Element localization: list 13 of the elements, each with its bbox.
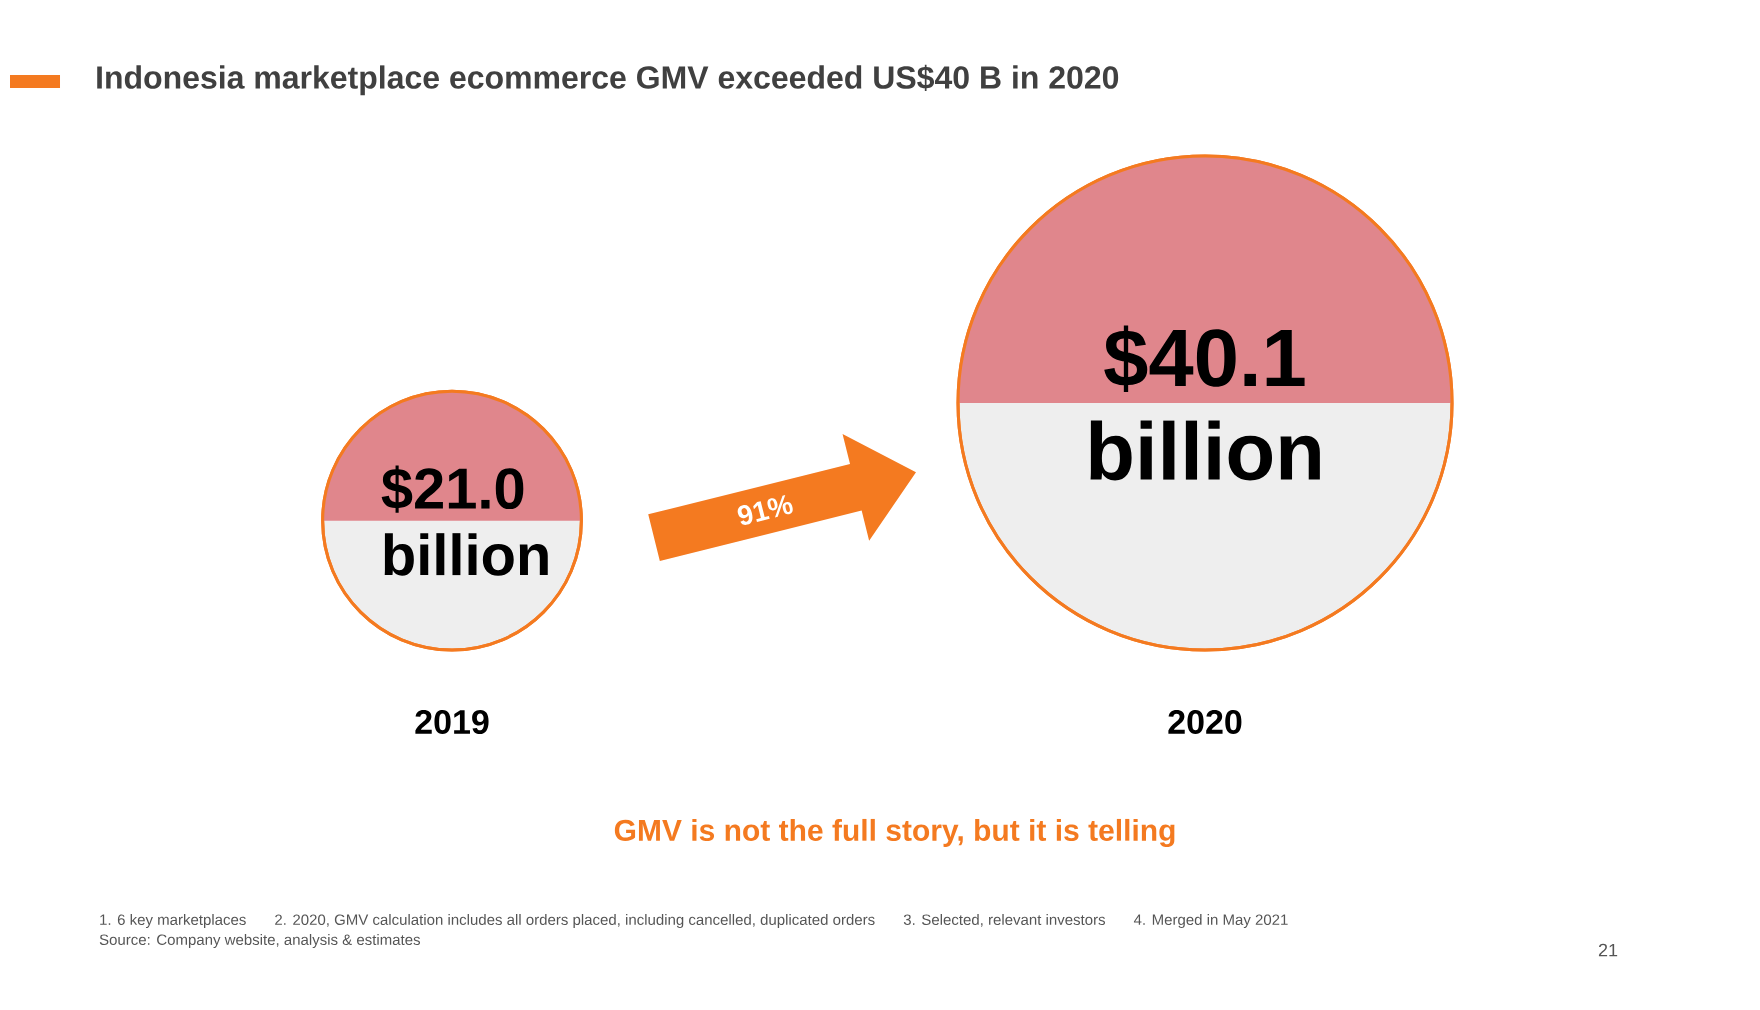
text: 21 <box>1598 943 1618 957</box>
category-label: 2020 <box>1168 709 1242 735</box>
text: 91% <box>737 494 793 525</box>
data-label: $40.1 billion <box>1090 325 1320 481</box>
text: 1. 6 key marketplaces <box>100 914 246 928</box>
text: Indonesia marketplace ecommerce GMV exceeded US$40 B in 2020 <box>97 64 1119 96</box>
text: 2. 2020, GMV calculation includes all orders placed, including cancelled, duplicated orders <box>275 914 875 928</box>
text: 4. Merged in May 2021 <box>1133 914 1288 928</box>
source-note: Source: Company website, analysis & estimates <box>99 934 421 948</box>
text: GMV is not the full story, but it is telling <box>614 818 1175 848</box>
data-label: $21.0 billion <box>381 465 548 576</box>
text: 3. Selected, relevant investors <box>903 914 1106 927</box>
category-label: 2019 <box>415 709 489 735</box>
